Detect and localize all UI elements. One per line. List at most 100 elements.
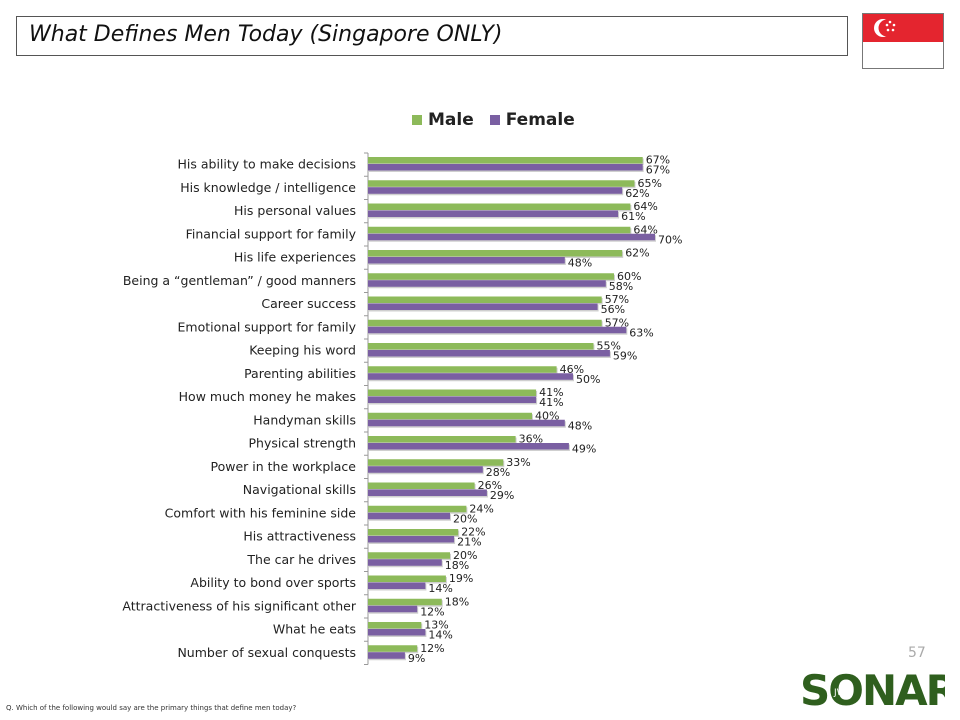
bar-male bbox=[368, 157, 643, 164]
legend-swatch-female bbox=[489, 115, 500, 125]
bar-male bbox=[368, 482, 475, 489]
footnote: Q. Which of the following would say are … bbox=[6, 704, 297, 712]
data-label-male: 62% bbox=[625, 247, 649, 260]
data-label-male: 64% bbox=[633, 200, 657, 213]
bar-female bbox=[368, 652, 405, 659]
bar-male bbox=[368, 552, 450, 559]
bar-male bbox=[368, 343, 594, 350]
data-label-female: 59% bbox=[613, 350, 637, 363]
bar-male bbox=[368, 505, 467, 513]
data-label-male: 19% bbox=[449, 572, 473, 585]
data-label-female: 63% bbox=[629, 326, 653, 339]
legend-label-female: Female bbox=[505, 110, 575, 130]
bar-male bbox=[368, 575, 446, 582]
bar-female bbox=[368, 629, 426, 636]
data-label-female: 49% bbox=[572, 443, 596, 456]
page-title: What Defines Men Today (Singapore ONLY) bbox=[29, 22, 503, 47]
bar-female bbox=[368, 187, 623, 194]
category-label: The car he drives bbox=[246, 552, 356, 567]
data-label-female: 14% bbox=[428, 582, 452, 595]
chart-legend: Male Female bbox=[412, 110, 575, 130]
bar-male bbox=[368, 529, 459, 536]
data-label-female: 9% bbox=[408, 652, 425, 665]
sonar-logo-icon: SONAR JWT bbox=[800, 666, 945, 711]
data-label-male: 60% bbox=[617, 270, 641, 283]
data-label-male: 20% bbox=[453, 549, 477, 562]
legend-swatch-male bbox=[412, 115, 422, 125]
data-label-female: 58% bbox=[609, 280, 633, 293]
data-label-female: 29% bbox=[490, 489, 514, 502]
data-label-male: 18% bbox=[445, 595, 469, 608]
bar-female bbox=[368, 489, 487, 496]
logo-text: SONAR bbox=[800, 666, 945, 711]
data-label-female: 61% bbox=[621, 210, 645, 223]
category-label: Financial support for family bbox=[186, 226, 357, 241]
bar-female bbox=[368, 536, 455, 543]
data-label-male: 57% bbox=[605, 316, 629, 329]
data-label-male: 22% bbox=[461, 526, 485, 539]
data-label-female: 67% bbox=[646, 164, 670, 177]
data-label-female: 14% bbox=[428, 629, 452, 642]
category-label: How much money he makes bbox=[179, 389, 356, 404]
data-label-male: 12% bbox=[420, 642, 444, 655]
bar-male bbox=[368, 250, 623, 257]
data-label-female: 21% bbox=[457, 536, 481, 549]
bar-female bbox=[368, 233, 655, 241]
bar-female bbox=[368, 443, 569, 450]
bar-male bbox=[368, 226, 631, 234]
bar-male bbox=[368, 622, 422, 629]
bar-female bbox=[368, 466, 483, 473]
page-number: 57 bbox=[908, 645, 926, 661]
data-label-male: 41% bbox=[539, 386, 563, 399]
category-label: His knowledge / intelligence bbox=[180, 180, 356, 195]
category-label: What he eats bbox=[273, 622, 356, 637]
bar-male bbox=[368, 436, 516, 443]
bar-female bbox=[368, 396, 537, 403]
bar-male bbox=[368, 203, 631, 210]
data-label-male: 24% bbox=[469, 502, 493, 515]
bar-female bbox=[368, 210, 619, 217]
title-box: What Defines Men Today (Singapore ONLY) bbox=[16, 16, 848, 56]
bar-female bbox=[368, 559, 442, 566]
data-label-male: 36% bbox=[519, 433, 543, 446]
data-label-female: 70% bbox=[658, 233, 682, 246]
category-label: Emotional support for family bbox=[178, 319, 357, 334]
category-label: Keeping his word bbox=[249, 343, 356, 358]
bar-male bbox=[368, 598, 442, 606]
legend-label-male: Male bbox=[428, 110, 474, 130]
bar-female bbox=[368, 303, 598, 310]
bar-male bbox=[368, 180, 635, 187]
data-label-male: 13% bbox=[424, 619, 448, 632]
category-label: Career success bbox=[261, 296, 356, 311]
data-label-female: 28% bbox=[486, 466, 510, 479]
data-label-male: 26% bbox=[478, 479, 502, 492]
category-label: Ability to bond over sports bbox=[190, 575, 356, 590]
category-label: Navigational skills bbox=[243, 482, 356, 497]
data-label-female: 50% bbox=[576, 373, 600, 386]
data-label-male: 55% bbox=[597, 340, 621, 353]
bar-female bbox=[368, 373, 573, 380]
category-label: His ability to make decisions bbox=[178, 157, 357, 172]
bar-male bbox=[368, 459, 504, 466]
bar-female bbox=[368, 164, 643, 171]
category-label: Physical strength bbox=[249, 436, 356, 451]
bar-male bbox=[368, 389, 537, 396]
bar-female bbox=[368, 605, 418, 613]
data-label-male: 40% bbox=[535, 409, 559, 422]
bar-female bbox=[368, 350, 610, 357]
bar-female bbox=[368, 512, 450, 520]
category-label: Attractiveness of his significant other bbox=[122, 598, 356, 613]
data-label-male: 33% bbox=[506, 456, 530, 469]
singapore-flag-icon bbox=[862, 13, 944, 69]
data-label-female: 20% bbox=[453, 512, 477, 525]
legend-item-male: Male bbox=[412, 110, 474, 130]
data-label-male: 65% bbox=[638, 177, 662, 190]
bar-male bbox=[368, 412, 532, 420]
data-label-female: 41% bbox=[539, 396, 563, 409]
bar-female bbox=[368, 419, 565, 427]
bar-female bbox=[368, 280, 606, 287]
category-label: His attractiveness bbox=[243, 529, 356, 544]
logo-subtext: JWT bbox=[833, 688, 852, 698]
bar-female bbox=[368, 326, 627, 334]
